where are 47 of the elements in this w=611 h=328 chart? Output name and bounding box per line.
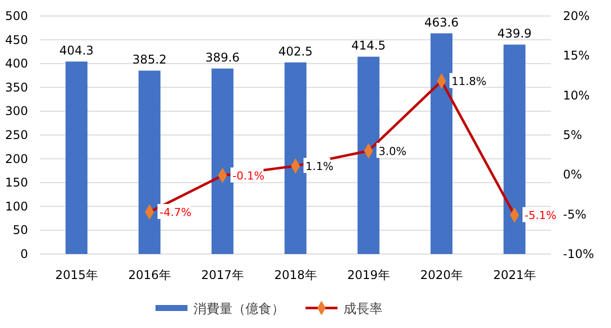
data-label: 1.1% [306,160,334,173]
y-tick-label: 300 [5,104,28,118]
y-tick-label: 50 [12,223,28,238]
data-label: -4.7% [160,206,192,219]
x-tick-label: 2019年 [347,268,390,282]
x-tick-label: 2018年 [274,268,317,282]
y-tick-label: 400 [5,56,28,71]
bar [66,62,88,254]
x-tick-label: 2016年 [128,268,171,282]
x-tick-label: 2021年 [493,268,536,282]
legend-label: 成長率 [344,301,382,317]
bar [430,33,452,254]
data-label: 439.9 [497,26,532,41]
y-tick-label: 200 [5,152,28,166]
y-tick-label: 500 [5,9,28,23]
bar [284,62,306,254]
data-label: -0.1% [232,169,264,182]
bar [504,44,526,254]
y2-tick-label: 15% [563,48,590,63]
y-tick-label: 100 [5,199,28,214]
y2-tick-label: 0% [563,168,582,182]
data-label: 385.2 [132,52,167,67]
y2-tick-label: 10% [563,88,590,102]
data-label: 414.5 [351,38,386,53]
y-tick-label: 450 [5,32,28,47]
data-label: 463.6 [424,15,459,30]
data-label: 389.6 [205,50,240,65]
bar [212,68,234,254]
y2-tick-label: -10% [563,247,594,261]
legend-label: 消費量（億食） [194,302,284,317]
bar [358,56,380,254]
data-label: -5.1% [524,209,556,222]
y-tick-label: 150 [5,176,28,190]
bar [138,70,160,254]
data-label: 3.0% [378,144,406,158]
y2-tick-label: -5% [563,207,586,222]
data-label: 404.3 [59,44,94,58]
x-tick-label: 2017年 [201,268,244,282]
y2-tick-label: 20% [563,9,590,23]
y-tick-label: 350 [5,80,28,94]
y-tick-label: 0 [20,247,28,261]
x-tick-label: 2015年 [55,268,98,282]
x-tick-label: 2020年 [420,268,463,282]
y-tick-label: 250 [5,128,28,142]
data-label: 11.8% [452,75,486,88]
y2-tick-label: 5% [563,128,582,142]
data-label: 402.5 [278,44,313,58]
